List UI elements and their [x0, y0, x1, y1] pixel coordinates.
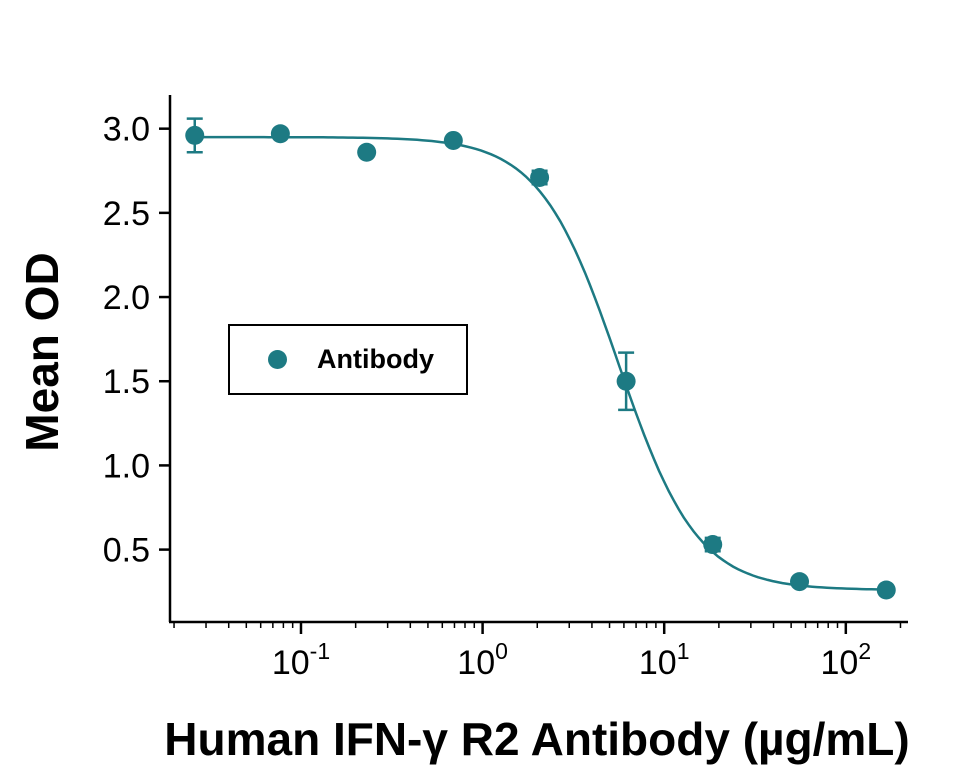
x-tick-label: 101 — [639, 638, 690, 682]
fit-curve — [194, 135, 887, 591]
data-point — [876, 580, 896, 600]
y-axis-title-text: Mean OD — [16, 252, 68, 452]
y-tick-label: 1.5 — [103, 363, 150, 401]
legend-marker-icon — [268, 350, 287, 369]
data-point — [270, 124, 290, 144]
y-tick-label: 1.0 — [103, 447, 150, 485]
y-tick-label: 3.0 — [103, 111, 150, 149]
data-point — [357, 142, 377, 162]
x-tick-label: 100 — [457, 638, 508, 682]
x-tick-label: 10-1 — [272, 638, 330, 682]
legend: Antibody — [228, 324, 468, 395]
y-tick-label: 0.5 — [103, 532, 150, 570]
data-point — [703, 535, 723, 555]
y-tick-label: 2.5 — [103, 195, 150, 233]
legend-label: Antibody — [317, 344, 434, 374]
data-point — [616, 371, 636, 391]
data-point — [530, 168, 550, 188]
x-tick-label: 102 — [821, 638, 872, 682]
data-point — [443, 130, 463, 150]
data-point — [185, 125, 205, 145]
x-axis-title: Human IFN-γ R2 Antibody (µg/mL) — [164, 713, 910, 765]
y-tick-label: 2.0 — [103, 279, 150, 317]
data-point — [790, 572, 810, 592]
